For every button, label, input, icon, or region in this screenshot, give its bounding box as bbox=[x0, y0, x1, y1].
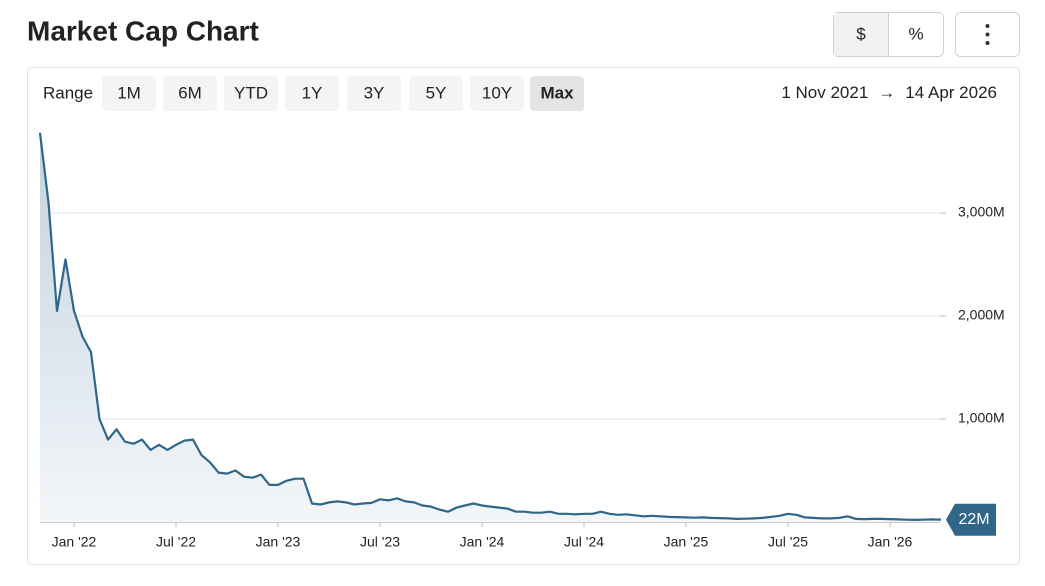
range-button: 10Y bbox=[482, 83, 512, 102]
x-tick-label: Jan '25 bbox=[664, 534, 709, 550]
more-dot bbox=[985, 32, 990, 37]
x-tick-label: Jan '22 bbox=[52, 534, 97, 550]
range-button[interactable]: 1M bbox=[117, 83, 141, 102]
title: Market Cap Chart bbox=[27, 15, 259, 46]
x-tick-label: Jul '23 bbox=[360, 534, 400, 550]
range-button[interactable]: 6M bbox=[178, 83, 202, 102]
area-fill bbox=[40, 132, 941, 522]
range-button[interactable]: 3Y bbox=[364, 83, 385, 102]
range-button-bg[interactable] bbox=[347, 76, 401, 111]
unit-button[interactable]: % bbox=[908, 24, 923, 43]
range-button-bg bbox=[470, 76, 524, 111]
range-button[interactable]: 1Y bbox=[302, 83, 323, 102]
more-dot bbox=[985, 41, 990, 45]
range-button-bg bbox=[409, 76, 463, 111]
line bbox=[38, 132, 942, 521]
range-button: 5Y bbox=[426, 83, 447, 102]
range-button-bg[interactable] bbox=[102, 76, 156, 111]
range-button[interactable]: Max bbox=[540, 83, 574, 102]
card bbox=[27, 67, 1020, 565]
y-tick-label: 1,000M bbox=[958, 410, 1005, 426]
value-badge bbox=[946, 503, 996, 536]
more-dot bbox=[985, 24, 990, 28]
y-tick-label: 2,000M bbox=[958, 307, 1005, 323]
range-label: Range bbox=[43, 83, 93, 102]
x-tick-label: Jul '22 bbox=[156, 534, 196, 550]
x-tick-label: Jan '26 bbox=[868, 534, 913, 550]
unit-button[interactable]: $ bbox=[856, 24, 866, 43]
range-button-bg[interactable] bbox=[224, 76, 278, 111]
x-tick-label: Jul '24 bbox=[564, 534, 604, 550]
unit-selected-bg bbox=[834, 13, 888, 56]
y-tick-label: 3,000M bbox=[958, 204, 1005, 220]
range-button[interactable]: YTD bbox=[234, 83, 268, 102]
x-tick-label: Jan '24 bbox=[460, 534, 505, 550]
date-to: 14 Apr 2026 bbox=[905, 83, 997, 102]
date-separator: → bbox=[878, 83, 895, 102]
date-from: 1 Nov 2021 bbox=[781, 83, 868, 102]
date-range: 1 Nov 2021 → 14 Apr 2026 bbox=[781, 83, 997, 102]
range-button-bg[interactable] bbox=[530, 76, 584, 111]
value-label: 22M bbox=[958, 511, 989, 528]
x-tick-label: Jul '25 bbox=[768, 534, 808, 550]
range-button-bg[interactable] bbox=[285, 76, 339, 111]
x-tick-label: Jan '23 bbox=[256, 534, 301, 550]
range-button-bg[interactable] bbox=[163, 76, 217, 111]
